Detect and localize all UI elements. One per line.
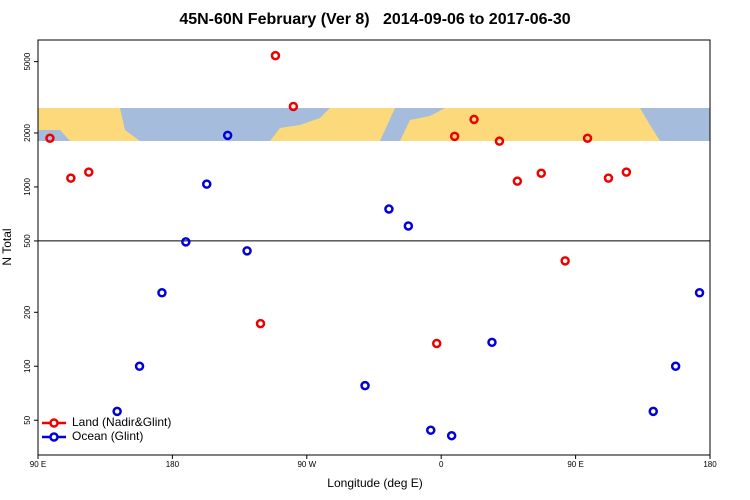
point <box>403 221 414 231</box>
y-tick-label: 100 <box>23 359 32 373</box>
point <box>255 318 266 329</box>
point <box>112 406 122 417</box>
x-tick-label: 90 W <box>297 460 316 469</box>
legend-marker <box>49 432 59 442</box>
point <box>449 131 460 142</box>
point <box>288 101 299 112</box>
point <box>487 337 497 348</box>
y-axis-label: N Total <box>0 228 14 265</box>
y-tick-label: 2000 <box>23 124 32 142</box>
map-ocean <box>38 108 710 141</box>
x-tick-label: 180 <box>703 460 717 469</box>
point <box>621 167 632 177</box>
point <box>181 237 191 247</box>
x-axis-label: Longitude (deg E) <box>327 476 422 490</box>
point <box>201 179 212 189</box>
point <box>582 133 593 143</box>
x-tick-label: 180 <box>166 460 180 469</box>
point <box>560 256 570 266</box>
point <box>222 130 233 141</box>
point <box>603 173 614 183</box>
x-tick-label: 90 E <box>30 460 46 469</box>
legend-marker <box>49 418 59 428</box>
y-tick-label: 200 <box>23 305 32 319</box>
point <box>670 361 681 372</box>
x-tick-label: 0 <box>439 460 444 469</box>
point <box>446 430 457 441</box>
y-tick-label: 500 <box>23 234 32 248</box>
point <box>648 406 659 417</box>
point <box>242 246 252 256</box>
point <box>45 133 55 143</box>
point <box>134 361 145 372</box>
plot-frame <box>37 39 711 456</box>
point <box>157 288 167 298</box>
x-tick-label: 90 E <box>567 460 583 469</box>
point <box>270 50 281 61</box>
point <box>384 204 394 214</box>
point <box>494 136 505 146</box>
y-tick-label: 1000 <box>23 178 32 196</box>
point <box>536 168 547 178</box>
chart-title: 45N-60N February (Ver 8) 2014-09-06 to 2… <box>179 11 570 28</box>
y-tick-label: 5000 <box>23 52 32 70</box>
y-tick-label: 50 <box>23 415 32 424</box>
point <box>84 167 94 177</box>
point <box>694 288 705 298</box>
point <box>469 114 479 125</box>
point <box>512 176 523 186</box>
point <box>425 425 436 435</box>
point <box>66 173 76 183</box>
legend-label: Land (Nadir&Glint) <box>72 415 171 429</box>
point <box>360 380 370 391</box>
point <box>431 338 442 349</box>
legend-label: Ocean (Glint) <box>72 429 143 443</box>
